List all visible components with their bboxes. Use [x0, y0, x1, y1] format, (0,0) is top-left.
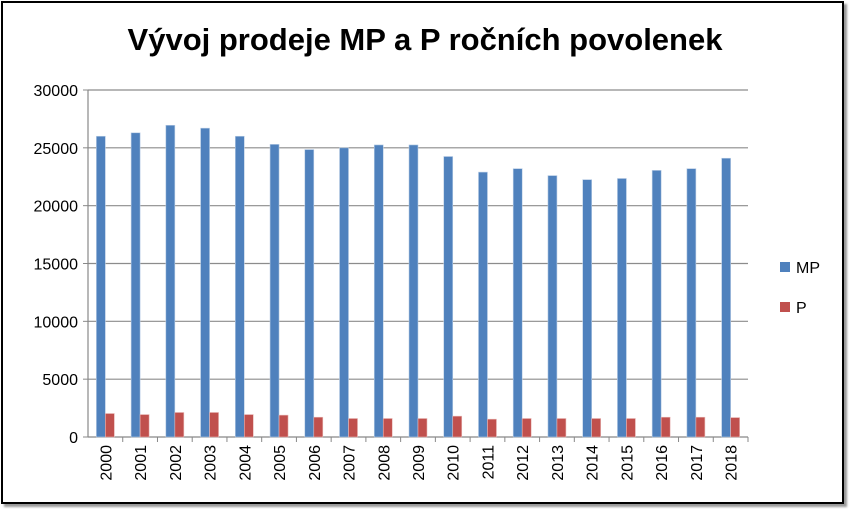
- bar-mp-2011: [478, 171, 488, 438]
- y-tick-label: 5000: [42, 372, 78, 389]
- legend-swatch-mp: [780, 262, 790, 272]
- bar-mp-2008: [373, 144, 384, 438]
- x-tick-label: 2013: [550, 445, 567, 481]
- y-tick-label: 30000: [34, 83, 79, 100]
- legend-label-p: P: [796, 300, 807, 317]
- x-tick-label: 2012: [515, 445, 532, 481]
- bar-p-2018: [730, 417, 740, 438]
- y-tick-label: 10000: [34, 314, 79, 331]
- chart-title: Vývoj prodeje MP a P ročních povolenek: [127, 22, 723, 57]
- y-tick-label: 15000: [34, 257, 79, 274]
- x-tick-label: 2005: [272, 445, 289, 481]
- bar-p-2015: [626, 418, 636, 438]
- x-tick-label: 2015: [619, 445, 636, 481]
- bar-mp-2002: [165, 124, 176, 438]
- y-tick-label: 20000: [34, 199, 79, 216]
- x-tick-label: 2001: [133, 445, 150, 481]
- bar-p-2007: [348, 418, 358, 438]
- legend-label-mp: MP: [796, 260, 820, 277]
- x-tick-label: 2004: [237, 445, 254, 481]
- bar-p-2014: [591, 418, 601, 438]
- bar-p-2016: [660, 416, 671, 438]
- bar-mp-2013: [547, 175, 558, 438]
- bar-mp-2018: [721, 157, 731, 438]
- x-tick-label: 2002: [168, 445, 185, 481]
- bar-p-2000: [105, 413, 115, 438]
- bar-p-2002: [174, 412, 185, 438]
- bar-mp-2005: [269, 144, 280, 438]
- bar-p-2003: [209, 412, 219, 438]
- bar-mp-2004: [235, 135, 245, 438]
- x-tick-label: 2007: [342, 445, 359, 481]
- bar-p-2011: [487, 418, 497, 438]
- x-tick-label: 2018: [724, 445, 741, 481]
- x-tick-label: 2017: [689, 445, 706, 481]
- y-tick-label: 0: [69, 430, 78, 447]
- bar-p-2005: [278, 414, 289, 438]
- x-tick-label: 2008: [376, 445, 393, 481]
- bar-p-2001: [139, 414, 150, 438]
- x-tick-label: 2003: [203, 445, 220, 481]
- bar-mp-2006: [304, 149, 315, 438]
- y-tick-label: 25000: [34, 141, 79, 158]
- bar-p-2012: [521, 418, 532, 438]
- bar-mp-2003: [200, 127, 210, 438]
- bar-mp-2009: [408, 144, 419, 438]
- x-tick-label: 2014: [585, 445, 602, 481]
- bar-p-2008: [382, 418, 393, 438]
- bar-mp-2010: [443, 156, 454, 438]
- bar-p-2006: [313, 416, 324, 438]
- bar-p-2009: [417, 418, 428, 438]
- x-tick-label: 2016: [654, 445, 671, 481]
- bar-mp-2012: [512, 168, 523, 438]
- x-tick-label: 2011: [480, 445, 497, 480]
- bar-mp-2016: [651, 170, 662, 438]
- bar-mp-2015: [617, 178, 627, 438]
- bar-p-2010: [452, 415, 463, 438]
- bar-p-2017: [695, 416, 706, 438]
- bar-mp-2007: [339, 147, 349, 438]
- bar-p-2013: [556, 418, 567, 438]
- x-tick-label: 2009: [411, 445, 428, 481]
- x-tick-label: 2010: [446, 445, 463, 481]
- legend-swatch-p: [780, 302, 790, 312]
- bar-mp-2014: [582, 179, 592, 438]
- x-tick-label: 2000: [98, 445, 115, 481]
- bar-mp-2000: [96, 135, 106, 438]
- bar-mp-2001: [130, 132, 141, 438]
- bar-mp-2017: [686, 168, 697, 438]
- x-tick-label: 2006: [307, 445, 324, 481]
- bar-p-2004: [244, 414, 254, 438]
